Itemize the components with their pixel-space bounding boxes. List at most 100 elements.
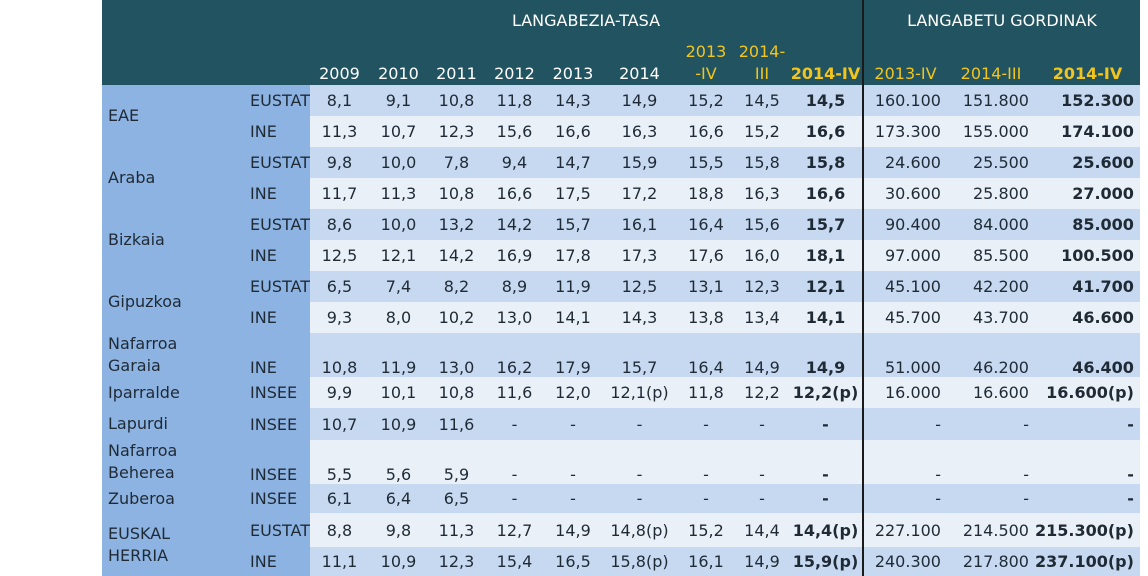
table-cell: 15,7 — [601, 333, 677, 377]
table-cell: 12,1 — [368, 240, 428, 271]
table-cell: - — [734, 484, 789, 513]
table-cell: 214.500 — [946, 513, 1035, 547]
table-cell: 12,3 — [427, 547, 485, 576]
table-cell: 14,2 — [484, 209, 544, 240]
table-cell: 10,9 — [368, 408, 428, 440]
table-row: Bizkaia EUSTAT 8,6 10,0 13,2 14,2 15,7 16,1 16,4… — [102, 209, 1140, 271]
source-label: INSEE — [225, 484, 310, 513]
table-row: Iparralde INSEE 9,9 10,1 10,8 11,6 12,0 12,1(p)… — [102, 377, 1140, 408]
source-label: INE — [225, 302, 310, 333]
table-row: Nafarroa Garaia INE 10,8 11,9 13,0 16,2 17,9 15,… — [102, 333, 1140, 377]
table-cell: 16,5 — [543, 547, 602, 576]
table-cell: 10,0 — [368, 147, 428, 178]
table-cell: 14,1 — [543, 302, 602, 333]
table-cell: 16,6 — [788, 178, 863, 209]
table-cell: 9,8 — [309, 147, 369, 178]
table-cell: 16,6 — [543, 116, 602, 147]
table-cell: 16,2 — [484, 333, 544, 377]
table-cell: 14,9 — [734, 333, 789, 377]
table-row: Lapurdi INSEE 10,7 10,9 11,6- - - - - - - - - — [102, 408, 1140, 440]
table-cell: 237.100(p) — [1034, 547, 1140, 576]
table-cell: - — [543, 484, 602, 513]
table-cell: 10,1 — [368, 377, 428, 408]
table-cell: 5,5 — [309, 440, 369, 484]
table-cell: 7,4 — [368, 271, 428, 302]
table-cell: 12,1 — [788, 271, 863, 302]
table-cell: 11,3 — [368, 178, 428, 209]
table-cell: 14,8(p) — [601, 513, 677, 547]
table-cell: 16,4 — [676, 333, 735, 377]
region-label: EAE — [102, 85, 225, 147]
table-cell: 14,4 — [734, 513, 789, 547]
table-cell: 16,3 — [601, 116, 677, 147]
table-cell: 13,8 — [676, 302, 735, 333]
table-cell: 12,1(p) — [601, 377, 677, 408]
col-header-2013-iv: 2013 -IV — [676, 41, 735, 85]
table-cell: 11,9 — [368, 333, 428, 377]
table-cell: 15,8(p) — [601, 547, 677, 576]
table-cell: 14,9 — [543, 513, 602, 547]
table-cell: 9,3 — [309, 302, 369, 333]
table-cell: 13,0 — [484, 302, 544, 333]
table-cell: 51.000 — [861, 333, 947, 377]
table-cell: - — [601, 484, 677, 513]
table-cell: 15,6 — [734, 209, 789, 240]
table-cell: 15,5 — [676, 147, 735, 178]
table-cell: 10,7 — [368, 116, 428, 147]
col-header-2012: 2012 — [484, 41, 544, 85]
table-cell: 41.700 — [1034, 271, 1140, 302]
table-cell: 16,6 — [676, 116, 735, 147]
table-cell: 6,1 — [309, 484, 369, 513]
table-cell: 174.100 — [1034, 116, 1140, 147]
table-cell: 12,2 — [734, 377, 789, 408]
source-label: EUSTAT — [225, 271, 310, 302]
table-cell: - — [601, 408, 677, 440]
table-cell: 15,8 — [734, 147, 789, 178]
table-cell: 10,7 — [309, 408, 369, 440]
region-label: Lapurdi — [102, 408, 225, 440]
table-cell: - — [788, 440, 863, 484]
region-label: Araba — [102, 147, 225, 209]
table-cell: 6,5 — [309, 271, 369, 302]
table-cell: 85.000 — [1034, 209, 1140, 240]
table-cell: 11,6 — [484, 377, 544, 408]
table-cell: 46.600 — [1034, 302, 1140, 333]
table-row: Zuberoa INSEE 6,1 6,4 6,5- - - - - - - - - — [102, 484, 1140, 513]
table-row: EAE EUSTAT 8,1 9,1 10,8 11,8 14,3 14,9 15,2 14,5 1… — [102, 85, 1140, 147]
table-cell: 12,0 — [543, 377, 602, 408]
table-cell: 16,6 — [484, 178, 544, 209]
table-cell: - — [484, 440, 544, 484]
table-cell: 217.800 — [946, 547, 1035, 576]
table-cell: 15,2 — [676, 513, 735, 547]
table-cell: 8,1 — [309, 85, 369, 116]
table-cell: - — [676, 408, 735, 440]
table-cell: 84.000 — [946, 209, 1035, 240]
table-row: INE 12,5 12,1 14,2 16,9 17,8 17,3 17,6 16,0 18,1 9… — [102, 240, 1140, 271]
table-cell: 25.500 — [946, 147, 1035, 178]
col-header-2013: 2013 — [543, 41, 602, 85]
table-cell: 6,4 — [368, 484, 428, 513]
col-header-count-2013-iv: 2013-IV — [861, 41, 947, 85]
table-cell: 11,1 — [309, 547, 369, 576]
table-cell: 240.300 — [861, 547, 947, 576]
table-row: EUSKAL HERRIA EUSTAT 8,8 9,8 11,3 12,7 14,9 14,8… — [102, 513, 1140, 576]
table-cell: 10,0 — [368, 209, 428, 240]
table-cell: 10,2 — [427, 302, 485, 333]
header-corner-lower — [102, 41, 310, 85]
table-cell: 15,9(p) — [788, 547, 863, 576]
table-cell: 6,5 — [427, 484, 485, 513]
table-cell: 14,3 — [543, 85, 602, 116]
region-label: Zuberoa — [102, 484, 225, 513]
table-cell: - — [788, 408, 863, 440]
table-row: INE 9,3 8,0 10,2 13,0 14,1 14,3 13,8 13,4 14,1 45.… — [102, 302, 1140, 333]
col-header-2010: 2010 — [368, 41, 428, 85]
table-cell: 18,1 — [788, 240, 863, 271]
group-header-unemployment-rate: LANGABEZIA-TASA — [309, 0, 863, 41]
table-cell: 9,8 — [368, 513, 428, 547]
table-row: Nafarroa Beherea INSEE 5,5 5,6 5,9- - - - - - - - - — [102, 440, 1140, 484]
table-cell: 215.300(p) — [1034, 513, 1140, 547]
table-cell: 12,7 — [484, 513, 544, 547]
table-cell: 85.500 — [946, 240, 1035, 271]
table-row: Araba EUSTAT 9,8 10,0 7,8 9,4 14,7 15,9 15,5 15,8… — [102, 147, 1140, 209]
table-cell: 15,4 — [484, 547, 544, 576]
